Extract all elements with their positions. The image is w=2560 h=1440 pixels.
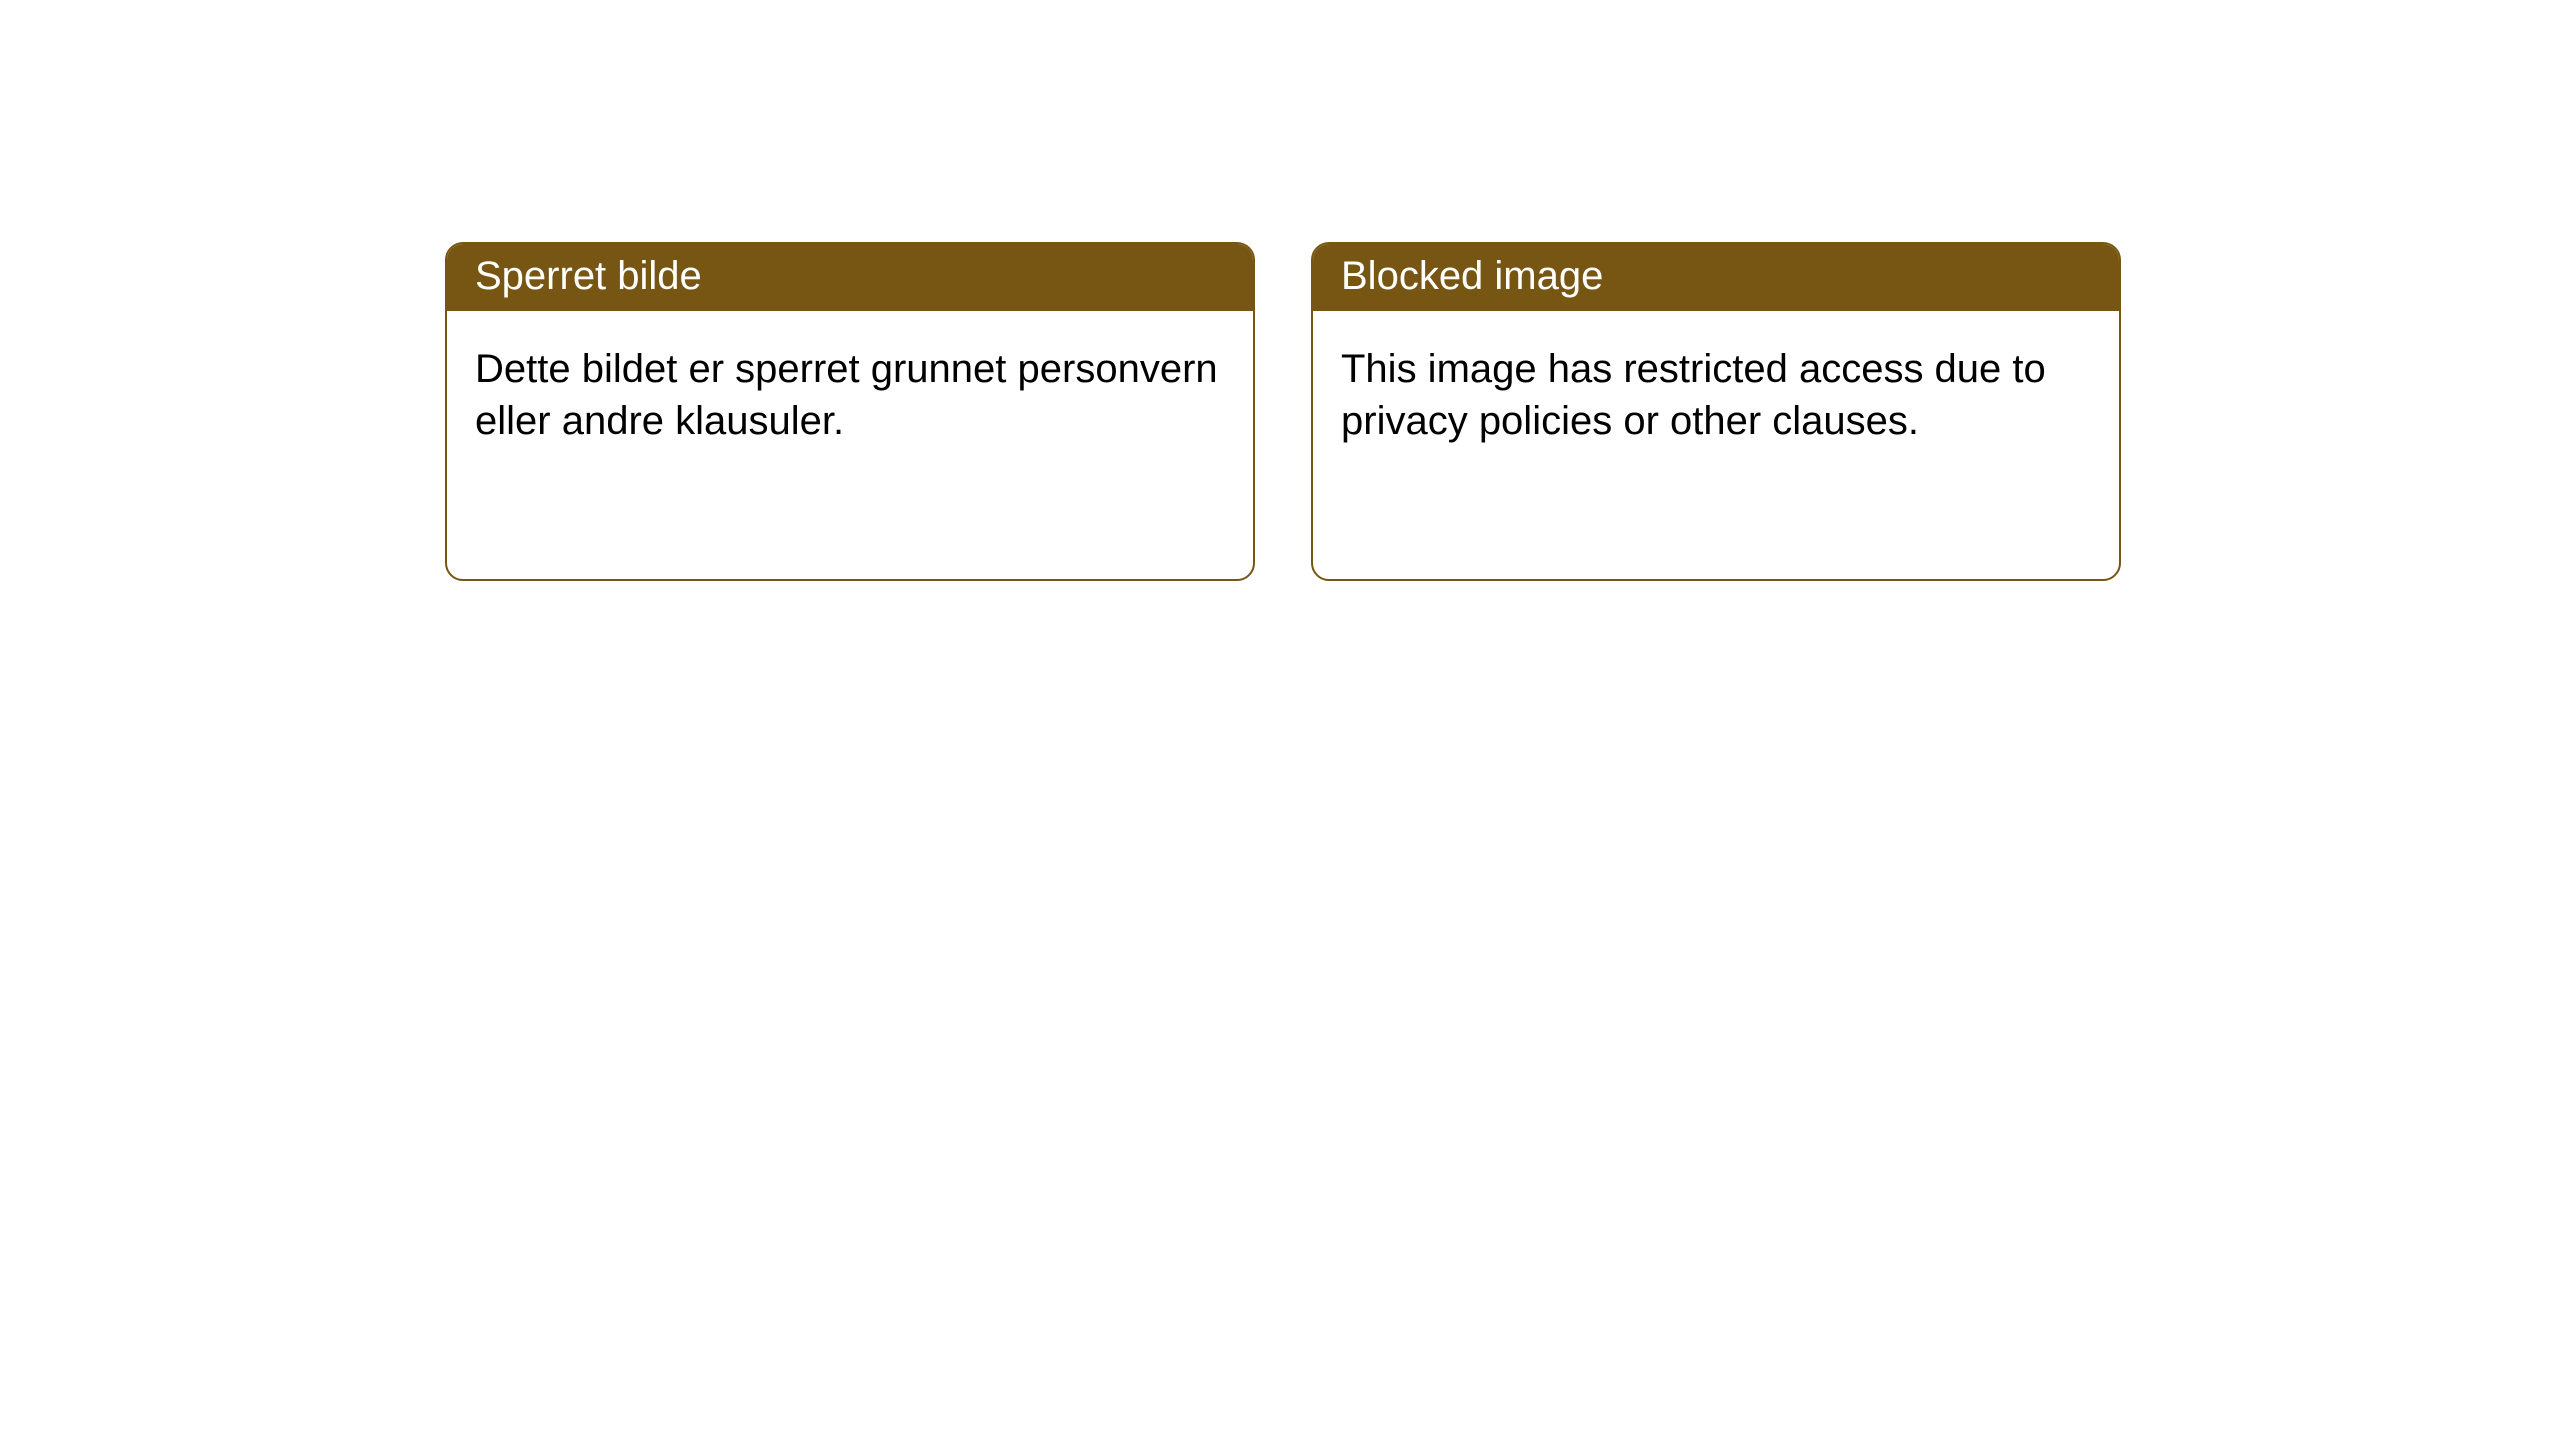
notice-body-english: This image has restricted access due to … xyxy=(1313,311,2119,479)
notice-card-english: Blocked image This image has restricted … xyxy=(1311,242,2121,581)
notice-container: Sperret bilde Dette bildet er sperret gr… xyxy=(0,0,2560,581)
notice-title-norwegian: Sperret bilde xyxy=(447,244,1253,311)
notice-title-english: Blocked image xyxy=(1313,244,2119,311)
notice-body-norwegian: Dette bildet er sperret grunnet personve… xyxy=(447,311,1253,479)
notice-card-norwegian: Sperret bilde Dette bildet er sperret gr… xyxy=(445,242,1255,581)
